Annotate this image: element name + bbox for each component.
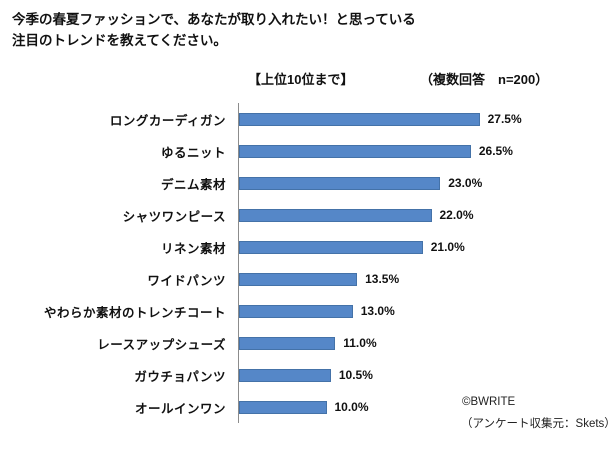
y-axis-line xyxy=(238,103,239,423)
chart-row: ワイドパンツ 13.5% xyxy=(0,263,615,295)
bar xyxy=(239,240,423,254)
category-label: ゆるニット xyxy=(160,145,226,160)
value-label: 13.0% xyxy=(360,304,395,318)
bar xyxy=(239,304,353,318)
chart-row: ゆるニット 26.5% xyxy=(0,135,615,167)
category-label: オールインワン xyxy=(134,401,226,416)
value-label: 26.5% xyxy=(478,144,513,158)
category-label: ワイドパンツ xyxy=(147,273,226,288)
category-label: デニム素材 xyxy=(160,177,226,192)
category-label: シャツワンピース xyxy=(122,209,226,224)
chart-row: ガウチョパンツ 10.5% xyxy=(0,359,615,391)
category-label: リネン素材 xyxy=(160,241,226,256)
value-label: 11.0% xyxy=(343,336,377,350)
value-label: 13.5% xyxy=(365,272,400,286)
category-label: ガウチョパンツ xyxy=(134,369,226,384)
chart-row: レースアップシューズ 11.0% xyxy=(0,327,615,359)
bar xyxy=(239,400,327,414)
bar xyxy=(239,272,358,286)
bar xyxy=(239,208,432,222)
chart-row: オールインワン 10.0% xyxy=(0,391,615,423)
value-label: 10.5% xyxy=(338,368,373,382)
value-label: 21.0% xyxy=(430,240,465,254)
chart-title-line2: 注目のトレンドを教えてください。 xyxy=(12,33,227,48)
chart-row: デニム素材 23.0% xyxy=(0,167,615,199)
bar xyxy=(239,144,471,158)
value-label: 23.0% xyxy=(448,176,483,190)
sample-size-note: （複数回答 n=200） xyxy=(420,72,549,87)
chart-title-line1: 今季の春夏ファッションで、あなたが取り入れたい！と思っている xyxy=(12,12,416,27)
copyright-credit: ©BWRITE xyxy=(462,396,516,408)
value-label: 22.0% xyxy=(439,208,474,222)
bar xyxy=(239,112,480,126)
rank-note: 【上位10位まで】 xyxy=(248,72,354,87)
chart-row: やわらか素材のトレンチコート 13.0% xyxy=(0,295,615,327)
bar xyxy=(239,368,331,382)
chart-row: ロングカーディガン 27.5% xyxy=(0,103,615,135)
category-label: やわらか素材のトレンチコート xyxy=(43,305,226,320)
bar-chart: ロングカーディガン 27.5% ゆるニット 26.5% デニム素材 23.0% シャツワンピ… xyxy=(0,103,615,423)
category-label: ロングカーディガン xyxy=(109,113,226,128)
bar xyxy=(239,336,336,350)
value-label: 10.0% xyxy=(334,400,369,414)
bar xyxy=(239,176,441,190)
chart-title: 今季の春夏ファッションで、あなたが取り入れたい！と思っている 注目のトレンドを教え… xyxy=(12,9,416,51)
category-label: レースアップシューズ xyxy=(97,337,226,352)
chart-row: リネン素材 21.0% xyxy=(0,231,615,263)
chart-row: シャツワンピース 22.0% xyxy=(0,199,615,231)
value-label: 27.5% xyxy=(487,112,522,126)
survey-source-credit: （アンケート収集元：Skets） xyxy=(461,418,615,430)
